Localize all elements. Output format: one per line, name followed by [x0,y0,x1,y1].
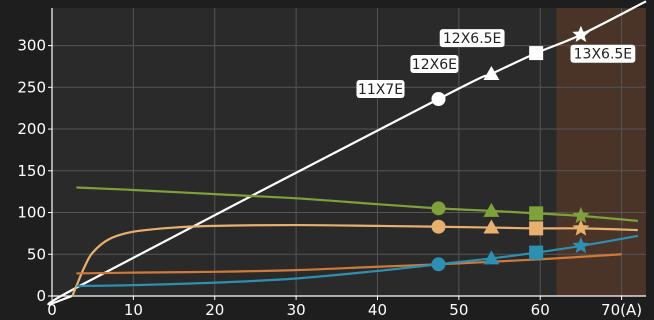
marker-star [572,219,590,236]
marker-square [529,221,544,236]
marker-star [572,236,590,254]
marker-triangle [483,250,500,265]
y-tick-label: 50 [27,245,46,263]
marker-circle [431,201,446,216]
x-tick-label: 50 [449,301,468,319]
callout-label: 12X6E [412,57,457,73]
x-tick-label: 30 [287,301,306,319]
x-tick-label: 20 [205,301,224,319]
y-tick-label: 200 [17,120,46,138]
marker-triangle [483,65,500,80]
x-tick-label: 40 [368,301,387,319]
series-line-2 [71,223,638,297]
callout-box [410,54,459,73]
x-tick-label: 70(A) [601,301,642,319]
x-tick-label: 10 [124,301,143,319]
marker-triangle [483,202,500,217]
marker-square [529,206,544,221]
callout-label: 12X6.5E [443,31,502,47]
marker-triangle [483,219,500,234]
series-line-4 [76,234,639,288]
marker-square [529,245,544,260]
x-tick-label: 0 [47,301,57,319]
marker-circle [431,257,446,272]
y-tick-label: 250 [17,78,46,96]
marker-circle [431,91,446,106]
marker-circle [431,219,446,234]
marker-star [572,206,590,224]
y-tick-label: 0 [36,287,46,305]
callout-box [439,29,505,48]
y-tick-label: 300 [17,37,46,55]
series-line-1 [76,186,638,222]
callout-box [356,79,405,98]
x-tick-label: 60 [531,301,550,319]
callout-label: 13X6.5E [574,47,633,63]
marker-star [572,25,590,42]
marker-square [529,46,544,61]
y-tick-label: 100 [17,204,46,222]
callout-label: 11X7E [358,82,403,98]
y-tick-label: 150 [17,162,46,180]
callout-box [570,44,636,63]
